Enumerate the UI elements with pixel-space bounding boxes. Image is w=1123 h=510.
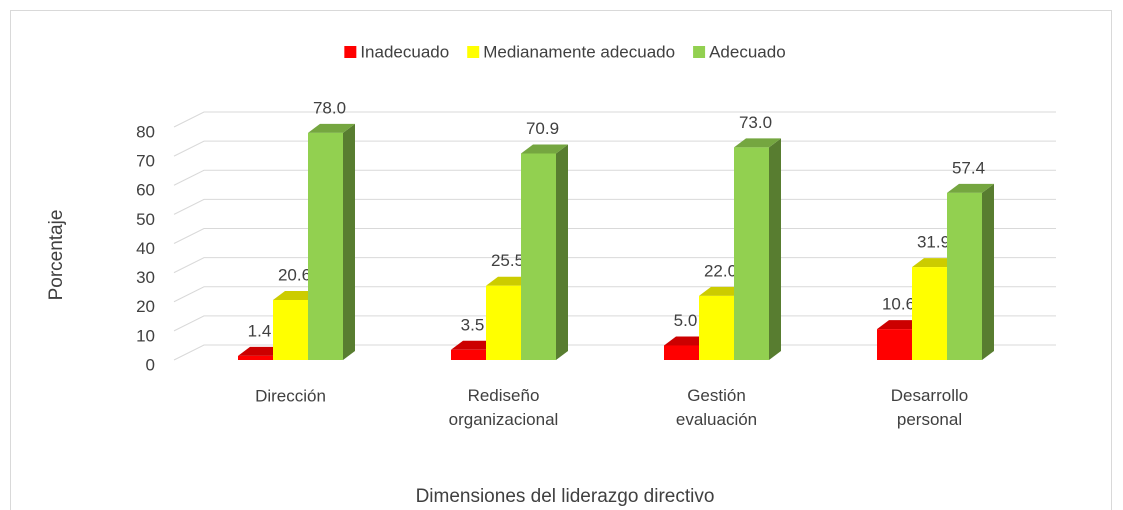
bar-top xyxy=(734,138,781,148)
x-tick-label: Rediseño organizacional xyxy=(449,386,559,429)
bar xyxy=(664,345,699,360)
legend-label: Inadecuado xyxy=(360,42,449,61)
legend-swatch xyxy=(467,46,480,58)
value-label: 20.6 xyxy=(278,265,311,284)
bar xyxy=(238,355,273,360)
x-tick-label: Desarrollo personal xyxy=(891,386,968,429)
y-tick-label: 70 xyxy=(136,152,155,171)
value-label: 25.5 xyxy=(491,251,524,270)
y-tick-label: 0 xyxy=(146,355,155,374)
bar xyxy=(734,147,769,360)
value-label: 31.9 xyxy=(917,233,950,252)
y-tick-label: 20 xyxy=(136,297,155,316)
value-label: 1.4 xyxy=(248,321,272,340)
bar xyxy=(699,295,734,360)
bar xyxy=(486,285,521,360)
bar-top xyxy=(308,123,355,133)
y-axis-label: Porcentaje xyxy=(46,210,67,301)
y-tick-label: 40 xyxy=(136,239,155,258)
bar xyxy=(877,329,912,360)
grid-line xyxy=(173,111,1056,128)
y-tick-label: 80 xyxy=(136,122,155,141)
legend-label: Adecuado xyxy=(709,42,786,61)
value-label: 22.0 xyxy=(704,261,737,280)
bar-top xyxy=(947,183,994,193)
value-label: 73.0 xyxy=(739,113,772,132)
bar-side xyxy=(343,123,355,360)
bar xyxy=(521,153,556,360)
x-tick-label: Dirección xyxy=(255,386,326,405)
legend-swatch xyxy=(693,46,706,58)
bar xyxy=(912,267,947,360)
bar-side xyxy=(769,138,781,360)
bar xyxy=(451,349,486,360)
value-label: 78.0 xyxy=(313,98,346,117)
y-tick-label: 60 xyxy=(136,181,155,200)
y-tick-label: 50 xyxy=(136,210,155,229)
legend-label: Medianamente adecuado xyxy=(483,42,675,61)
bar xyxy=(273,300,308,360)
value-label: 70.9 xyxy=(526,119,559,138)
value-label: 10.6 xyxy=(882,295,915,314)
bar-side xyxy=(982,183,994,360)
bar-side xyxy=(556,144,568,360)
x-tick-label: Gestión evaluación xyxy=(676,386,757,429)
value-label: 57.4 xyxy=(952,158,985,177)
y-tick-label: 10 xyxy=(136,326,155,345)
x-axis-label: Dimensiones del liderazgo directivo xyxy=(416,486,715,507)
bar xyxy=(947,192,982,360)
bar-top xyxy=(521,144,568,154)
value-label: 5.0 xyxy=(674,311,698,330)
value-label: 3.5 xyxy=(461,315,485,334)
y-tick-label: 30 xyxy=(136,268,155,287)
bar xyxy=(308,132,343,360)
legend-swatch xyxy=(344,46,357,58)
